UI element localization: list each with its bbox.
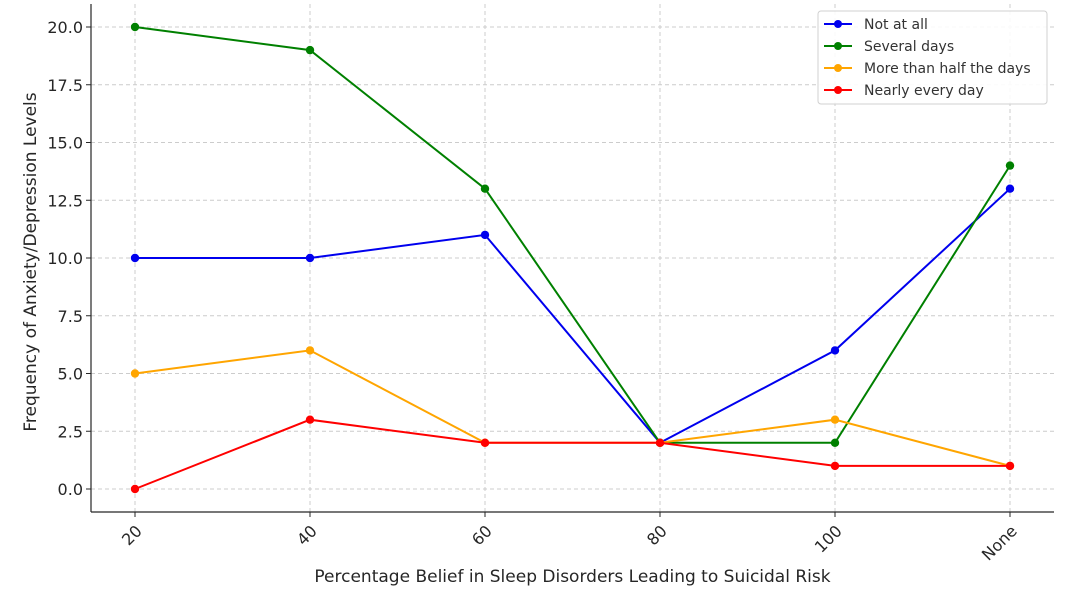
y-tick-label: 12.5 [47, 191, 83, 210]
data-point [305, 253, 315, 263]
data-point [830, 461, 840, 471]
data-point [305, 346, 315, 355]
legend-item: Nearly every day [824, 83, 984, 99]
legend-box [817, 10, 1048, 105]
x-tick-label: None [978, 521, 1021, 564]
series-nearly-every-day [130, 415, 1015, 494]
y-tick-label: 2.5 [58, 422, 83, 441]
y-tick-label: 10.0 [47, 249, 83, 268]
series-line [134, 349, 1011, 467]
legend-label: Several days [864, 39, 954, 55]
y-tick-label: 15.0 [47, 134, 83, 153]
legend-label: Nearly every day [864, 83, 984, 99]
data-point [305, 45, 315, 55]
y-tick-label: 7.5 [58, 307, 83, 326]
data-point [480, 184, 490, 193]
legend: Not at all Several days More than half the… [817, 10, 1048, 105]
data-point [830, 438, 840, 447]
data-point [130, 253, 140, 263]
data-point [830, 415, 840, 424]
series-line [134, 26, 1011, 444]
legend-marker [834, 42, 842, 50]
series-line [134, 418, 1010, 490]
legend-item: More than half the days [824, 61, 1031, 77]
data-point [130, 484, 140, 494]
data-point [305, 415, 315, 424]
x-tick-label: 80 [643, 521, 671, 549]
legend-marker [834, 20, 842, 28]
x-tick-label: 20 [118, 521, 146, 549]
legend-marker [834, 64, 842, 72]
legend-item: Several days [824, 39, 954, 55]
legend-marker [834, 86, 842, 94]
series-line [135, 187, 1011, 445]
x-tick-label: 40 [293, 521, 321, 549]
data-point [1005, 184, 1015, 193]
y-tick-label: 5.0 [58, 365, 83, 384]
x-axis-label: Percentage Belief in Sleep Disorders Lea… [314, 567, 830, 587]
y-tick-label: 20.0 [47, 18, 83, 37]
data-point [1005, 461, 1015, 471]
y-axis-label: Frequency of Anxiety/Depression Levels [21, 92, 41, 431]
series-more-than-half-the-days [130, 346, 1015, 471]
y-tick-label: 0.0 [58, 480, 83, 499]
x-tick-label: 60 [468, 521, 496, 549]
data-point [480, 230, 490, 240]
legend-label: Not at all [864, 17, 928, 33]
legend-item: Not at all [824, 17, 928, 33]
axes [86, 4, 1054, 517]
data-point [1005, 161, 1015, 170]
series-group [130, 22, 1015, 494]
data-point [830, 346, 840, 355]
data-point [130, 369, 140, 378]
data-point [655, 438, 665, 447]
y-tick-label: 17.5 [47, 76, 83, 95]
data-point [130, 22, 140, 32]
legend-label: More than half the days [864, 61, 1031, 77]
data-point [480, 438, 490, 447]
x-tick-label: 100 [811, 521, 846, 556]
